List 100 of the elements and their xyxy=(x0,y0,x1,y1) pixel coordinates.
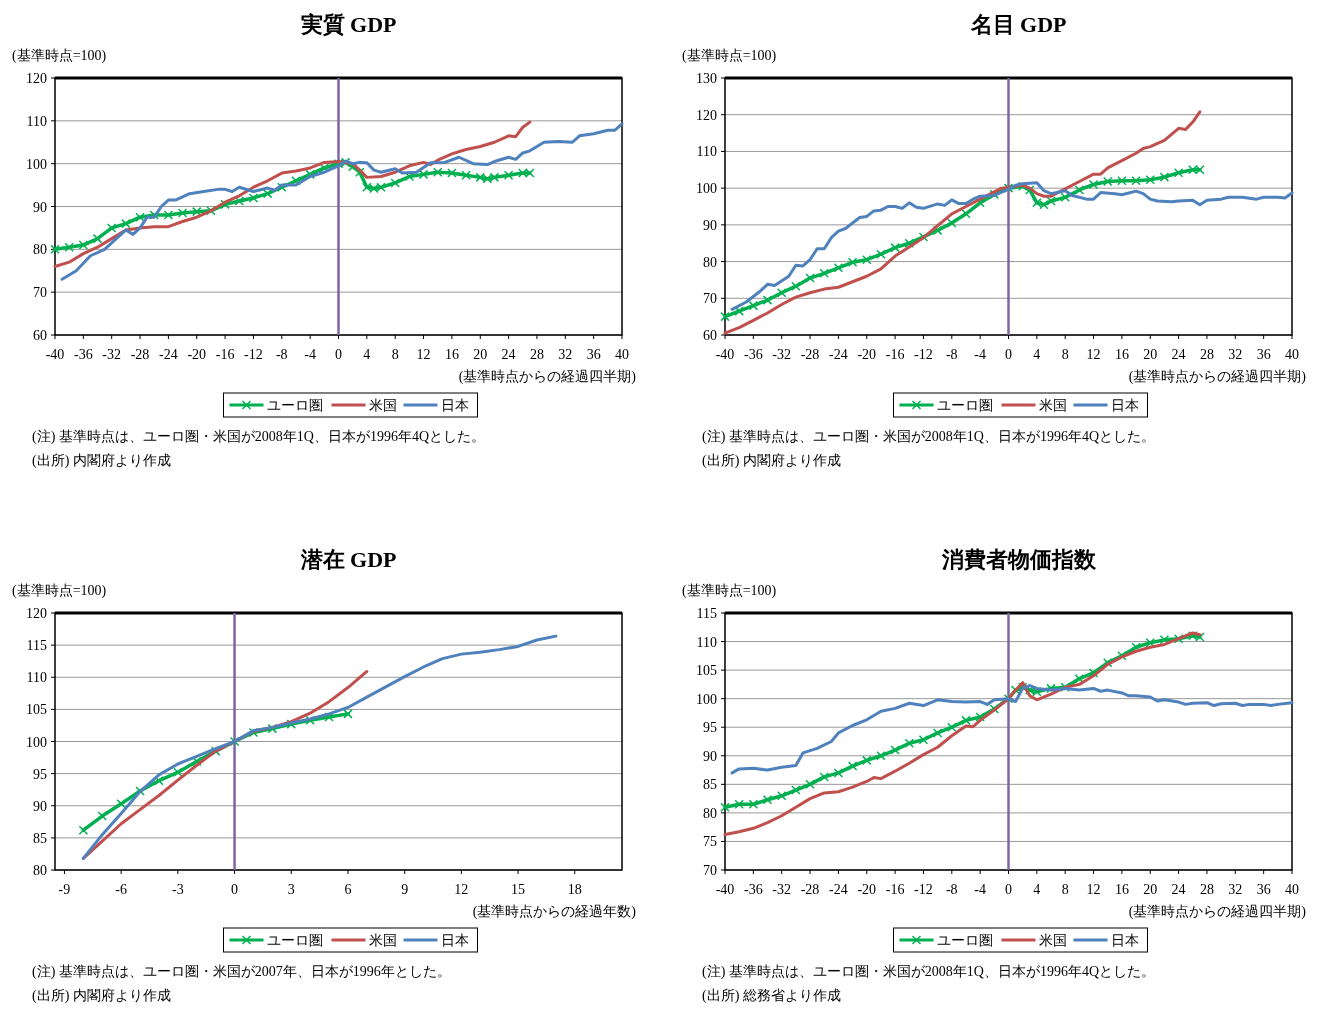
x-tick-label: -24 xyxy=(829,347,848,362)
y-tick-label: 120 xyxy=(696,107,717,123)
x-tick-label: -28 xyxy=(800,347,820,362)
x-tick-label: 28 xyxy=(1199,882,1214,897)
text: (出所) 内閣府より作成 xyxy=(702,453,841,469)
x-tick-label: 8 xyxy=(1061,882,1069,897)
y-tick-label: 90 xyxy=(33,798,47,814)
x-tick-label: 15 xyxy=(511,882,526,897)
y-tick-label: 80 xyxy=(703,254,717,270)
legend-label: 日本 xyxy=(1110,398,1139,413)
y-tick-label: 110 xyxy=(696,634,717,650)
x-tick-label: -36 xyxy=(744,347,763,362)
x-tick-label: 16 xyxy=(1114,347,1129,362)
x-tick-label: -3 xyxy=(172,882,184,897)
y-tick-label: 85 xyxy=(33,830,47,846)
x-tick-label: -12 xyxy=(914,882,933,897)
y-tick-label: 80 xyxy=(33,863,47,878)
x-tick-label: 24 xyxy=(1171,347,1186,362)
x-tick-label: -36 xyxy=(74,347,93,362)
text: (出所) 内閣府より作成 xyxy=(32,453,171,469)
x-tick-label: 16 xyxy=(444,347,459,362)
text: (出所) 総務省より作成 xyxy=(702,988,841,1004)
y-tick-label: 100 xyxy=(26,156,47,172)
y-axis-title: (基準時点=100) xyxy=(12,48,107,64)
y-tick-label: 115 xyxy=(26,638,47,654)
x-tick-label: -24 xyxy=(829,882,848,897)
x-tick-label: 24 xyxy=(1171,882,1186,897)
x-tick-label: 9 xyxy=(401,882,409,897)
y-tick-label: 85 xyxy=(703,777,717,793)
x-tick-label: 28 xyxy=(1199,347,1214,362)
legend-label: 米国 xyxy=(368,398,397,413)
y-tick-label: 70 xyxy=(703,863,717,878)
x-tick-label: -28 xyxy=(130,347,150,362)
x-tick-label: 20 xyxy=(473,347,488,362)
legend-label: 日本 xyxy=(1110,933,1139,948)
y-tick-label: 105 xyxy=(696,663,717,679)
x-tick-label: 40 xyxy=(1285,347,1299,362)
x-tick-label: 0 xyxy=(1005,882,1012,897)
x-tick-label: 20 xyxy=(1143,882,1158,897)
y-tick-label: 110 xyxy=(26,113,47,129)
chart-title: 潜在 GDP xyxy=(299,547,397,572)
legend-label: 日本 xyxy=(440,398,469,413)
y-tick-label: 100 xyxy=(26,734,47,750)
x-tick-label: -20 xyxy=(857,347,877,362)
text: (注) 基準時点は、ユーロ圏・米国が2007年、日本が1996年とした。 xyxy=(32,964,451,980)
x-tick-label: 12 xyxy=(1086,882,1101,897)
y-tick-label: 70 xyxy=(703,291,717,307)
text: (注) 基準時点は、ユーロ圏・米国が2008年1Q、日本が1996年4Qとした。 xyxy=(32,429,486,445)
y-tick-label: 80 xyxy=(33,242,47,258)
x-tick-label: 40 xyxy=(1285,882,1299,897)
x-tick-label: -16 xyxy=(885,882,905,897)
x-tick-label: 32 xyxy=(1228,347,1243,362)
x-tick-label: -28 xyxy=(800,882,820,897)
x-tick-label: 4 xyxy=(1033,347,1041,362)
x-tick-label: -4 xyxy=(304,347,316,362)
y-tick-label: 110 xyxy=(26,670,47,686)
x-tick-label: -36 xyxy=(744,882,763,897)
legend-label: 日本 xyxy=(440,933,469,948)
legend-label: ユーロ圏 xyxy=(936,933,993,948)
text: (注) 基準時点は、ユーロ圏・米国が2008年1Q、日本が1996年4Qとした。 xyxy=(702,429,1156,445)
x-tick-label: -40 xyxy=(715,882,735,897)
x-tick-label: -6 xyxy=(115,882,127,897)
x-tick-label: 0 xyxy=(231,882,239,897)
x-tick-label: 36 xyxy=(1256,347,1271,362)
y-axis-title: (基準時点=100) xyxy=(682,583,777,599)
chart-title: 実質 GDP xyxy=(299,12,397,37)
y-tick-label: 90 xyxy=(703,748,717,764)
x-tick-label: 20 xyxy=(1143,347,1158,362)
x-axis-title: (基準時点からの経過四半期) xyxy=(458,369,637,385)
y-tick-label: 70 xyxy=(33,285,47,301)
x-tick-label: -40 xyxy=(715,347,735,362)
chart-title: 名目 GDP xyxy=(969,12,1067,37)
x-tick-label: -9 xyxy=(58,882,71,897)
x-tick-label: 8 xyxy=(1061,347,1069,362)
y-tick-label: 130 xyxy=(696,71,717,86)
y-tick-label: 110 xyxy=(696,144,717,160)
x-tick-label: -4 xyxy=(974,882,986,897)
y-tick-label: 105 xyxy=(26,702,47,718)
y-tick-label: 80 xyxy=(703,805,717,821)
x-tick-label: -24 xyxy=(159,347,178,362)
x-tick-label: 16 xyxy=(1114,882,1129,897)
y-tick-label: 90 xyxy=(703,217,717,233)
x-tick-label: -32 xyxy=(772,347,792,362)
chart-title: 消費者物価指数 xyxy=(940,547,1097,572)
x-tick-label: -32 xyxy=(102,347,122,362)
y-tick-label: 115 xyxy=(696,606,717,621)
x-axis-title: (基準時点からの経過年数) xyxy=(472,904,637,920)
legend-label: 米国 xyxy=(1038,933,1067,948)
text: (注) 基準時点は、ユーロ圏・米国が2008年1Q、日本が1996年4Qとした。 xyxy=(702,964,1156,980)
x-axis-title: (基準時点からの経過四半期) xyxy=(1128,369,1307,385)
x-tick-label: 12 xyxy=(454,882,469,897)
x-tick-label: 24 xyxy=(501,347,516,362)
x-tick-label: 3 xyxy=(287,882,295,897)
y-tick-label: 60 xyxy=(703,328,717,343)
x-tick-label: -16 xyxy=(215,347,235,362)
x-tick-label: 0 xyxy=(335,347,342,362)
y-tick-label: 60 xyxy=(33,328,47,343)
x-tick-label: 12 xyxy=(416,347,431,362)
x-tick-label: 6 xyxy=(344,882,352,897)
x-tick-label: -32 xyxy=(772,882,792,897)
